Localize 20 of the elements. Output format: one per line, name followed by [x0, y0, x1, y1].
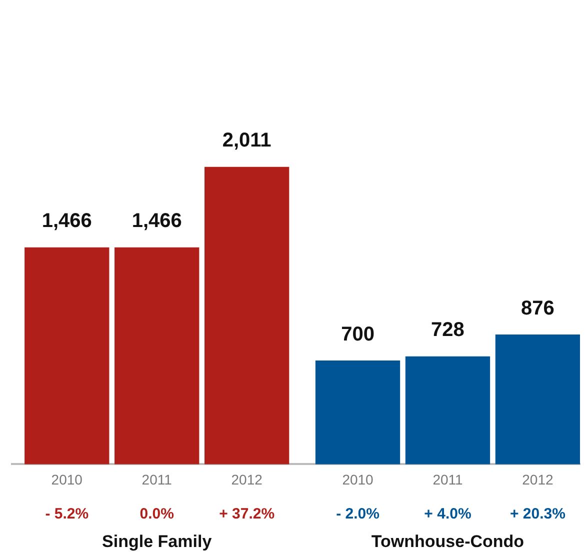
x-tick-label: 2011	[142, 471, 172, 488]
text: Single Family	[102, 532, 212, 551]
text: + 37.2%	[219, 505, 275, 522]
text: + 4.0%	[424, 505, 472, 522]
data-label: 1,466	[42, 210, 92, 232]
x-tick-label: 2010	[51, 471, 83, 488]
data-label: 876	[521, 297, 554, 320]
x-tick-label: 2010	[342, 471, 374, 488]
text: Townhouse-Condo	[371, 532, 524, 551]
data-label: 728	[431, 319, 464, 342]
x-tick-label: 2012	[522, 471, 554, 488]
data-label: 2,011	[222, 130, 272, 152]
x-tick-label: 2011	[432, 471, 464, 488]
text: - 2.0%	[336, 505, 380, 522]
data-label: 700	[341, 323, 374, 346]
text: - 5.2%	[45, 505, 89, 522]
data-label: 1,466	[132, 210, 182, 232]
text: 0.0%	[140, 505, 174, 522]
text: + 20.3%	[510, 505, 566, 522]
x-tick-label: 2012	[231, 471, 263, 488]
